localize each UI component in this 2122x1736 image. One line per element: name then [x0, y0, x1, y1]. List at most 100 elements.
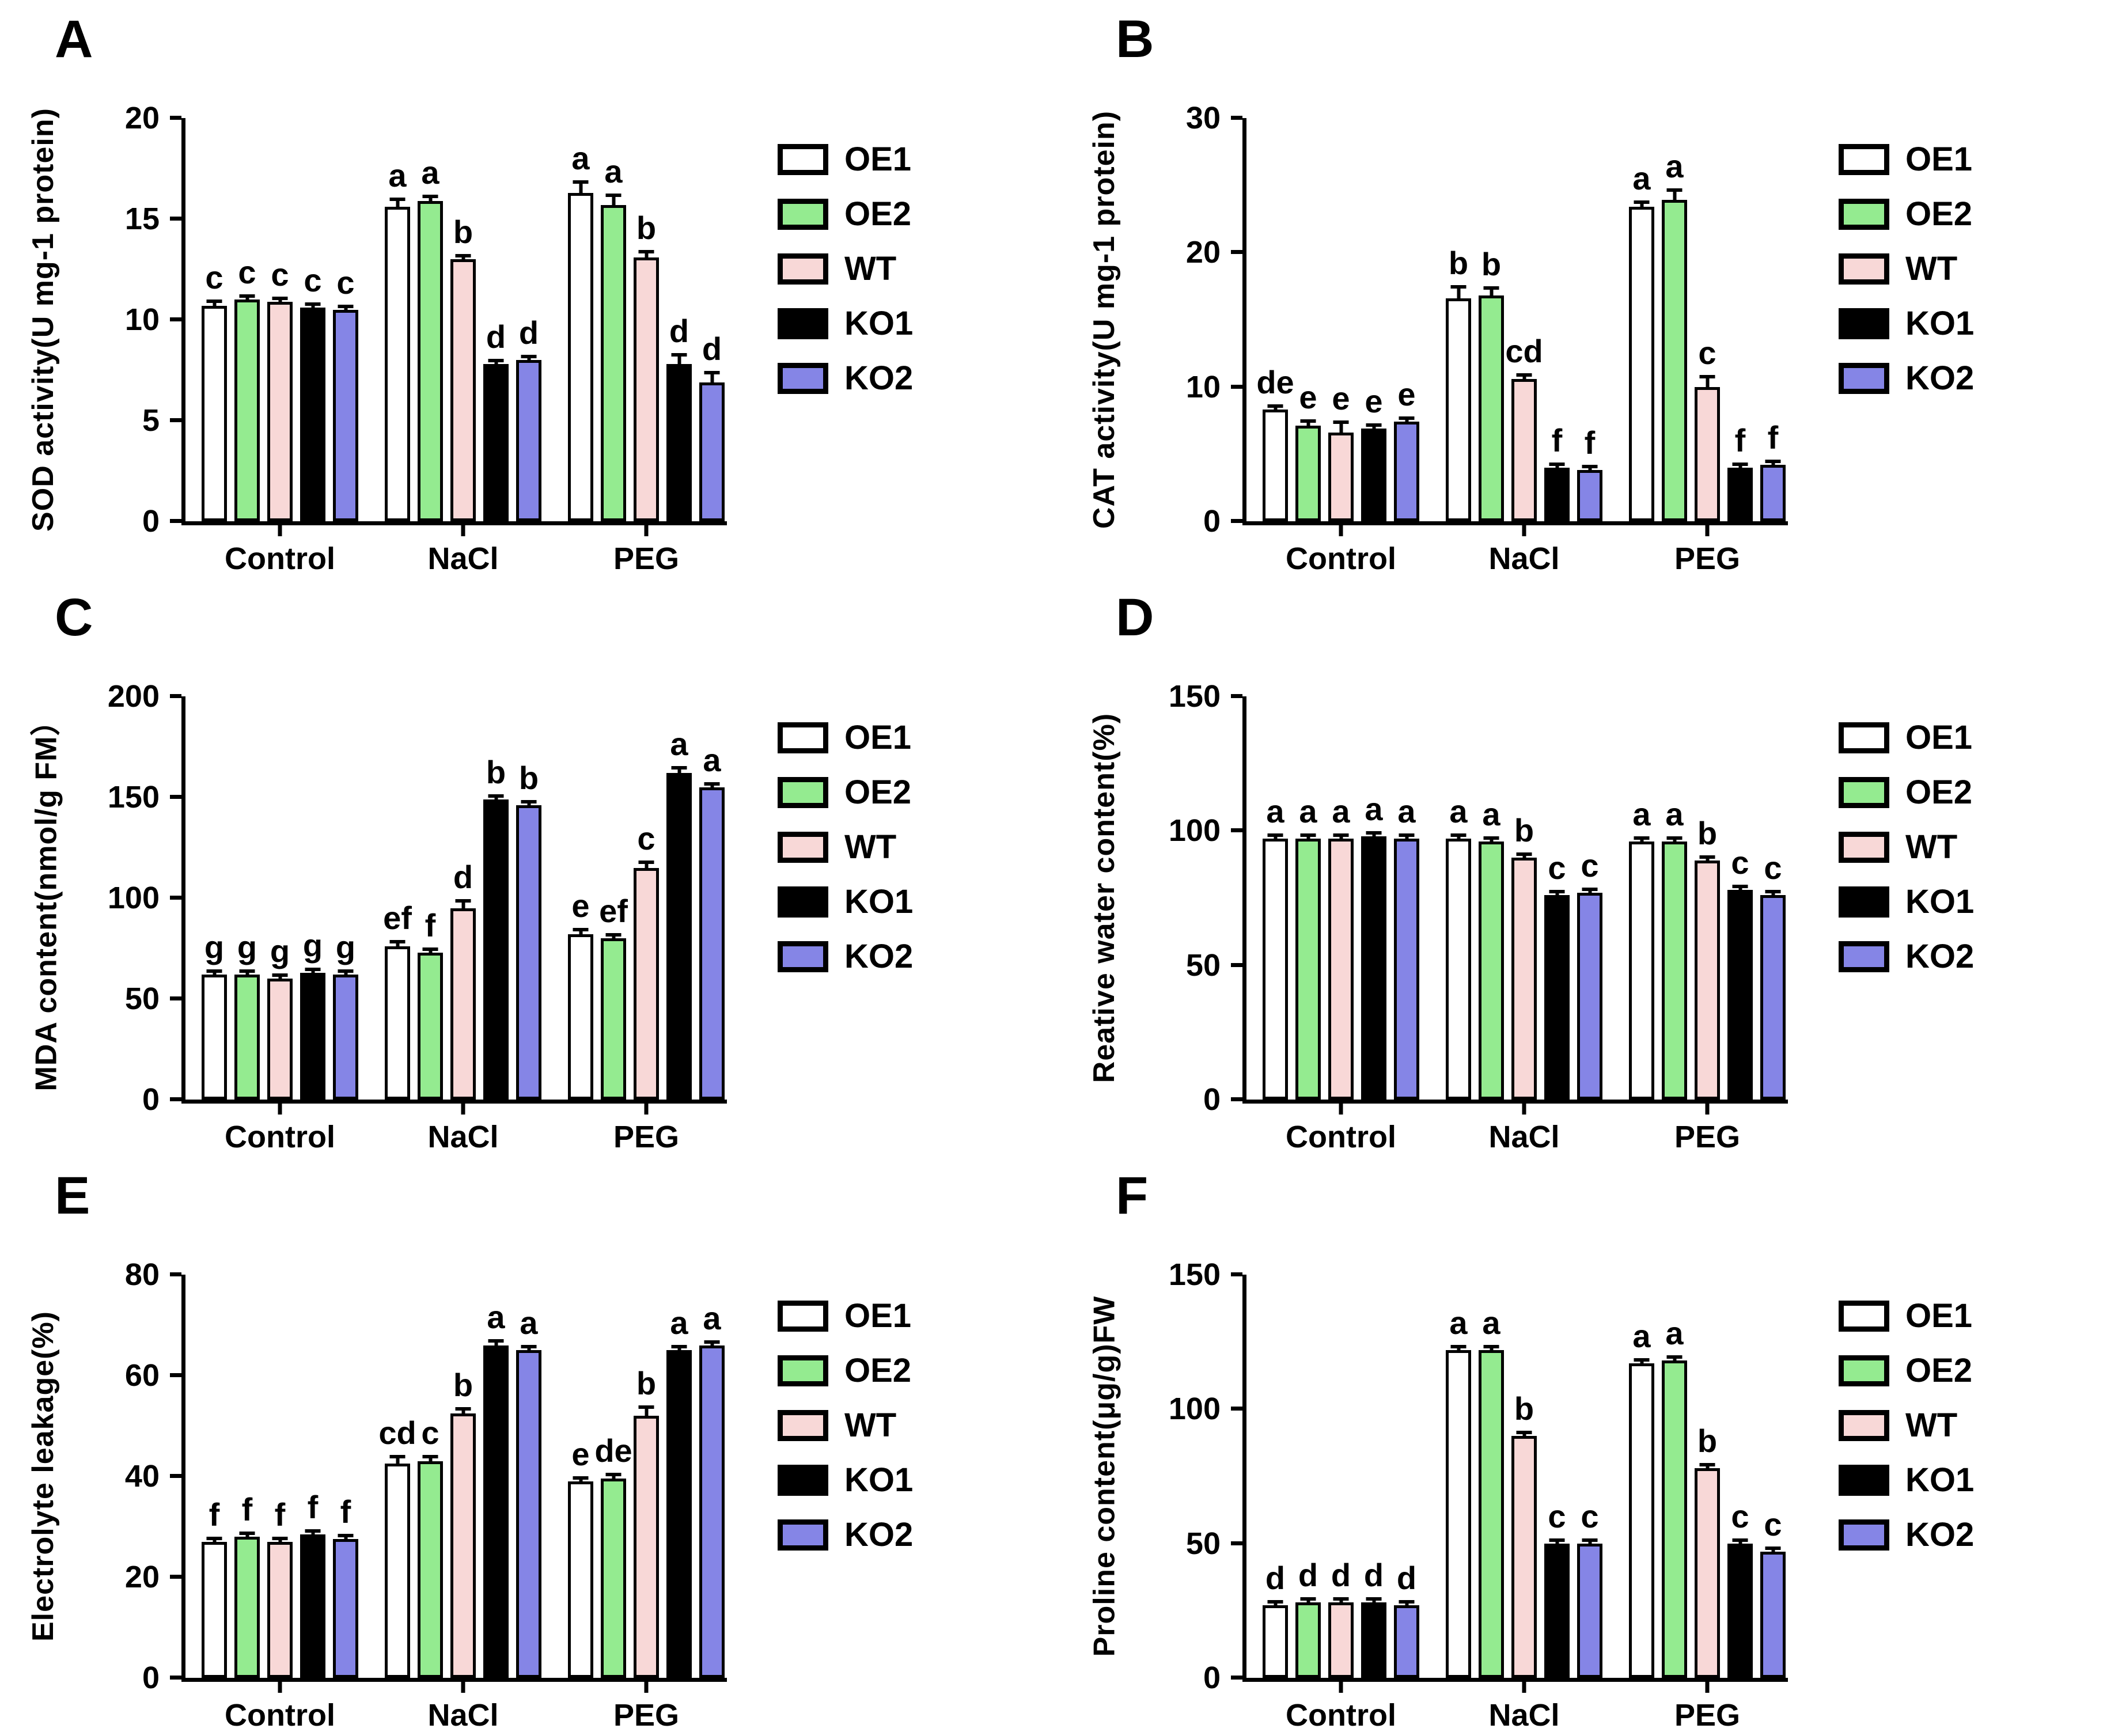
x-tick-mark [644, 521, 649, 536]
y-tick-label: 20 [124, 1560, 160, 1594]
sig-letter: b [1514, 1390, 1534, 1427]
bar-slot: b [1511, 696, 1537, 1100]
x-tick-mark [461, 521, 465, 536]
legend-swatch-KO1 [778, 308, 828, 339]
legend-label: KO1 [1905, 1461, 1975, 1499]
legend-label: OE1 [1905, 141, 1973, 178]
bar-slot: ef [599, 696, 628, 1100]
error-bar [605, 194, 622, 207]
bar-slot: g [333, 696, 358, 1100]
y-tick-mark [1231, 116, 1242, 120]
sig-letter: e [1365, 383, 1383, 419]
error-bar [573, 928, 589, 937]
bar-OE1-Control [1263, 410, 1288, 521]
sig-letter: a [1665, 796, 1684, 832]
y-tick-mark [1231, 828, 1242, 833]
bar-slot: f [300, 1275, 325, 1678]
sig-letter: d [669, 312, 689, 349]
sig-letter: f [1734, 422, 1746, 458]
bar-KO2-NaCl [516, 360, 541, 521]
error-bar [389, 940, 406, 949]
y-tick-mark [1231, 1541, 1242, 1545]
bar-WT-NaCl [450, 1413, 476, 1678]
legend-swatch-WT [1839, 832, 1889, 863]
sig-letter: g [237, 929, 257, 965]
bar-OE2-PEG [601, 938, 626, 1100]
sig-letter: c [637, 820, 655, 856]
legend-label: KO2 [844, 359, 914, 397]
y-tick-label: 60 [124, 1358, 160, 1393]
legend-swatch-OE2 [1839, 777, 1889, 808]
sig-letter: e [1299, 379, 1317, 415]
x-group-label: Control [1286, 541, 1396, 576]
error-bar [389, 1455, 406, 1466]
legend-item-WT: WT [1839, 252, 1974, 286]
y-axis-label: Electrolyte leakage(%) [26, 1310, 60, 1642]
bars-row: de e e e e b b cd f f a a c f f [1246, 118, 1804, 521]
bar-slot: c [418, 1275, 443, 1678]
bar-KO1-Control [300, 308, 325, 521]
bar-slot: a [1394, 696, 1419, 1100]
legend-label: WT [1905, 1407, 1958, 1444]
sig-letter: a [703, 1299, 721, 1336]
legend-item-WT: WT [778, 252, 913, 286]
sig-letter: d [1331, 1557, 1351, 1594]
panel-letter-F: F [1116, 1166, 1149, 1225]
bar-slot: c [1727, 1275, 1753, 1678]
bar-KO1-Control [1361, 429, 1386, 521]
legend-item-KO2: KO2 [1839, 1518, 1974, 1552]
legend-item-KO1: KO1 [1839, 1464, 1974, 1497]
legend-swatch-WT [1839, 1410, 1889, 1441]
bar-slot: b [1479, 118, 1504, 521]
bar-slot: d [516, 118, 541, 521]
bar-OE1-Control [202, 305, 227, 521]
bar-OE1-Control [202, 1541, 227, 1678]
sig-letter: c [1698, 335, 1716, 371]
bar-OE2-Control [1295, 426, 1321, 521]
legend-label: KO1 [1905, 305, 1975, 342]
sig-letter: a [388, 157, 407, 194]
bar-slot: b [483, 696, 509, 1100]
bar-OE2-PEG [1662, 842, 1687, 1100]
panel-C: C MDA content(nmol/g FM） 0 50 100 150 200 Con… [0, 578, 1061, 1157]
sig-letter: c [1764, 1506, 1782, 1542]
x-group-label: Control [225, 1698, 335, 1733]
sig-letter: de [1256, 364, 1294, 401]
bar-slot: c [1695, 118, 1720, 521]
bar-slot: e [568, 1275, 593, 1678]
bar-KO2-PEG [1760, 1551, 1786, 1678]
bar-KO2-PEG [699, 787, 725, 1100]
sig-letter: c [336, 264, 355, 301]
bar-slot: c [1727, 696, 1753, 1100]
bar-KO1-NaCl [1544, 895, 1570, 1100]
legend-item-KO2: KO2 [778, 1518, 913, 1552]
y-tick-label: 20 [1185, 235, 1221, 270]
legend-swatch-OE1 [778, 1301, 828, 1332]
y-tick-mark [170, 1272, 181, 1276]
bar-WT-NaCl [1511, 858, 1537, 1100]
sig-letter: a [421, 154, 439, 191]
bar-group-NaCl: ef f d b b [377, 696, 550, 1100]
y-tick-mark [170, 694, 181, 698]
legend-item-WT: WT [1839, 1409, 1974, 1442]
legend-swatch-KO1 [778, 1465, 828, 1496]
y-tick-mark [170, 1097, 181, 1101]
panel-letter-B: B [1116, 10, 1154, 69]
sig-letter: c [238, 254, 256, 290]
x-tick-mark [1522, 1678, 1526, 1693]
sig-letter: g [270, 933, 290, 969]
bar-slot: a [516, 1275, 541, 1678]
sig-letter: d [1298, 1557, 1318, 1594]
bar-WT-PEG [634, 867, 659, 1100]
legend-label: WT [844, 1407, 897, 1444]
y-tick-mark [170, 996, 181, 1000]
y-tick-label: 50 [124, 981, 160, 1016]
bar-slot: f [418, 696, 443, 1100]
x-tick-mark [644, 1678, 649, 1693]
legend-item-OE1: OE1 [1839, 721, 1974, 755]
legend: OE1 OE2 WT KO1 KO2 [1839, 1299, 1974, 1552]
y-tick-label: 150 [1168, 679, 1221, 714]
bar-OE2-PEG [601, 204, 626, 521]
sig-letter: a [1482, 796, 1500, 832]
